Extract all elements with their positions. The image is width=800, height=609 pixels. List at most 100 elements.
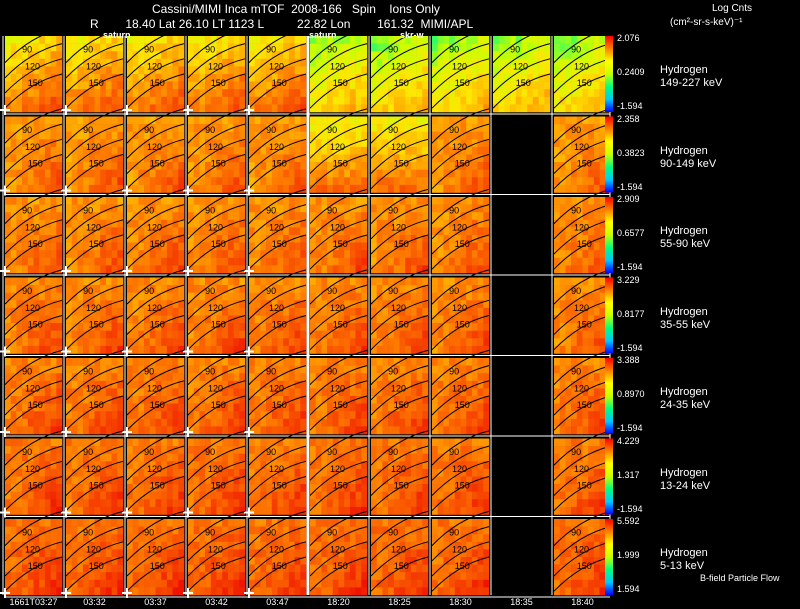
row-species: Hydrogen: [660, 386, 708, 398]
svg-text:150: 150: [455, 78, 470, 88]
svg-text:90: 90: [83, 367, 93, 377]
svg-text:120: 120: [269, 142, 284, 152]
colorbar-3: [605, 277, 613, 354]
svg-text:150: 150: [150, 78, 165, 88]
svg-text:120: 120: [208, 61, 223, 71]
svg-text:150: 150: [89, 239, 104, 249]
svg-text:90: 90: [22, 45, 32, 55]
svg-text:120: 120: [452, 303, 467, 313]
svg-text:90: 90: [449, 286, 459, 296]
svg-text:90: 90: [266, 367, 276, 377]
svg-text:90: 90: [205, 125, 215, 135]
heatmap-cell-r0-c8: 90 120 150: [492, 27, 551, 113]
svg-text:90: 90: [144, 206, 154, 216]
time-label: 1661T03:27: [9, 597, 58, 607]
svg-text:150: 150: [28, 159, 43, 169]
svg-text:120: 120: [452, 142, 467, 152]
svg-text:90: 90: [83, 125, 93, 135]
svg-text:90: 90: [510, 45, 520, 55]
svg-text:90: 90: [327, 206, 337, 216]
svg-text:150: 150: [150, 400, 165, 410]
svg-text:120: 120: [574, 61, 589, 71]
heatmap-cell-r3-c7: 90 120 150: [431, 269, 490, 354]
svg-text:90: 90: [266, 206, 276, 216]
time-label: 18:25: [388, 597, 411, 607]
svg-text:90: 90: [388, 45, 398, 55]
svg-text:120: 120: [330, 222, 345, 232]
svg-text:150: 150: [28, 78, 43, 88]
orbit-info: R 18.40 Lat 26.10 LT 1123 L 22.82 Lon 16…: [90, 17, 474, 31]
svg-text:120: 120: [147, 383, 162, 393]
row-label: Hydrogen 5-13 keV: [660, 547, 708, 573]
svg-text:150: 150: [455, 159, 470, 169]
colorbar-6: [605, 519, 613, 595]
time-label: 03:47: [266, 597, 289, 607]
svg-text:150: 150: [455, 320, 470, 330]
heatmap-cell-r4-c9: 90 120 150: [553, 349, 612, 435]
svg-text:150: 150: [333, 239, 348, 249]
svg-text:90: 90: [571, 206, 581, 216]
svg-text:120: 120: [452, 222, 467, 232]
colorbar-tick-mid: 0.3823: [617, 147, 645, 158]
svg-text:150: 150: [211, 400, 226, 410]
svg-text:150: 150: [333, 159, 348, 169]
heatmap-cell-r4-c5: 90 120 150: [309, 349, 368, 435]
heatmap-cell-r1-c7: 90 120 150: [431, 108, 490, 193]
colorbar-tick-mid: 0.8970: [617, 389, 645, 399]
svg-text:150: 150: [394, 78, 409, 88]
svg-text:150: 150: [89, 320, 104, 330]
heatmap-cell-r3-c5: 90 120 150: [309, 269, 368, 354]
row-energy: 13-24 keV: [660, 479, 711, 492]
heatmap-cell-r4-c1: 90 120 150: [61, 349, 124, 437]
svg-text:90: 90: [144, 125, 154, 135]
chart-title: Cassini/MIMI Inca mTOF 2008-166 Spin Ion…: [152, 2, 440, 16]
svg-text:120: 120: [208, 383, 223, 393]
svg-text:90: 90: [22, 367, 32, 377]
heatmap-cell-r1-c3: 90 120 150: [183, 108, 246, 196]
time-label: 18:20: [327, 597, 350, 607]
colorbar-tick-min: 1.594: [617, 584, 640, 594]
heatmap-cell-r0-c2: 90 120 150: [122, 27, 185, 115]
svg-text:150: 150: [394, 400, 409, 410]
heatmap-cell-r2-c4: 90 120 150: [244, 188, 307, 276]
svg-text:120: 120: [391, 61, 406, 71]
time-label: 03:37: [144, 597, 167, 607]
footer-label: B-field Particle Flow: [700, 573, 780, 583]
svg-text:120: 120: [391, 142, 406, 152]
heatmap-cell-r1-c9: 90 120 150: [553, 108, 612, 193]
row-label: Hydrogen 90-149 keV: [660, 145, 716, 171]
svg-text:150: 150: [150, 239, 165, 249]
svg-text:90: 90: [144, 367, 154, 377]
svg-text:150: 150: [333, 78, 348, 88]
colorbar-tick-min: -1.594: [617, 262, 643, 272]
svg-text:120: 120: [391, 303, 406, 313]
heatmap-cell-r3-c6: 90 120 150: [370, 269, 429, 354]
svg-text:120: 120: [147, 222, 162, 232]
svg-text:150: 150: [28, 320, 43, 330]
heatmap-cell-r3-c4: 90 120 150: [244, 269, 307, 357]
heatmap-cell-r0-c0: 90 120 150: [0, 27, 63, 115]
row-label: Hydrogen 149-227 keV: [660, 64, 722, 90]
row-species: Hydrogen: [660, 225, 708, 237]
svg-text:120: 120: [269, 303, 284, 313]
svg-text:120: 120: [574, 383, 589, 393]
row-energy: 35-55 keV: [660, 318, 711, 331]
heatmap-cell-r0-c1: 90 120 150: [61, 27, 124, 115]
row-energy: 24-35 keV: [660, 399, 711, 411]
svg-text:90: 90: [449, 45, 459, 55]
colorbar-tick-mid: 0.6577: [617, 228, 645, 238]
heatmap-cell-r0-c7: 90 120 150: [431, 27, 490, 113]
svg-text:150: 150: [272, 239, 287, 249]
heatmap-cell-r1-c6: 90 120 150: [370, 108, 429, 193]
svg-text:120: 120: [25, 142, 40, 152]
